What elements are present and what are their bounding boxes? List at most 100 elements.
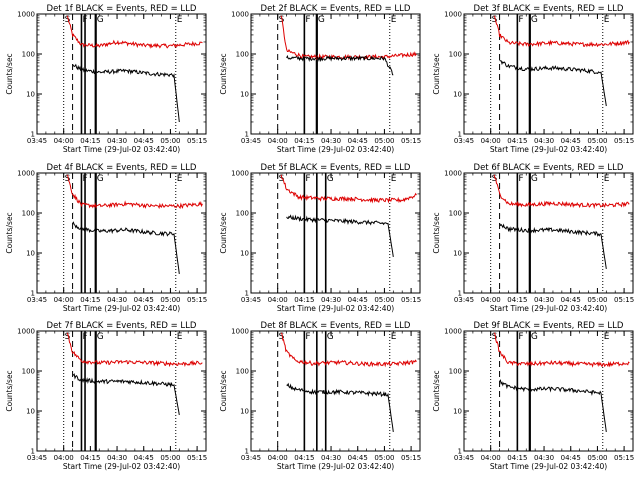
time-marker-label: G (327, 332, 334, 342)
time-marker-label: G (531, 174, 538, 184)
lld-rate-series (280, 332, 417, 368)
x-axis-label: Start Time (29-Jul-02 03:42:40) (63, 304, 180, 313)
y-tick-label: 10 (453, 91, 462, 99)
plot-frame (36, 13, 207, 135)
panel-title: Det 4f BLACK = Events, RED = LLD (47, 163, 197, 173)
y-tick-label: 1000 (17, 170, 35, 178)
x-tick-label: 03:45 (241, 137, 261, 145)
panel-title: Det 7f BLACK = Events, RED = LLD (47, 321, 197, 331)
y-axis-label: Counts/sec (432, 212, 441, 253)
x-tick-label: 05:00 (587, 454, 607, 462)
time-marker-label: S (492, 332, 498, 342)
x-tick-label: 04:45 (134, 137, 154, 145)
y-tick-label: 1 (31, 448, 35, 456)
time-marker-label: F (305, 332, 310, 342)
x-tick-label: 04:30 (534, 296, 554, 304)
plot-frame (463, 172, 634, 294)
x-tick-label: 04:45 (561, 296, 581, 304)
event-rate-series (499, 379, 607, 432)
time-marker-label: E (604, 332, 610, 342)
plot-frame (36, 172, 207, 294)
lld-rate-series (493, 332, 630, 368)
plot-frame (250, 172, 421, 294)
x-tick-label: 04:45 (561, 137, 581, 145)
x-tick-label: 05:15 (401, 137, 421, 145)
time-marker-label: S (65, 15, 71, 25)
time-marker-label: S (279, 332, 285, 342)
y-tick-label: 1 (458, 290, 462, 298)
x-tick-label: 03:45 (454, 137, 474, 145)
y-axis-label: Counts/sec (5, 53, 14, 94)
time-marker-label: S (492, 15, 498, 25)
plot-frame (250, 13, 421, 135)
y-tick-label: 1 (31, 290, 35, 298)
event-rate-series (286, 382, 394, 432)
lld-rate-series (66, 15, 203, 49)
detector-panel-6: Det 6f BLACK = Events, RED = LLD 1 10 100 10… (432, 163, 634, 313)
x-tick-label: 03:45 (27, 296, 47, 304)
y-tick-label: 10 (240, 91, 249, 99)
x-tick-label: 05:00 (374, 454, 394, 462)
x-tick-label: 04:00 (54, 454, 74, 462)
time-marker-label: E (391, 174, 397, 184)
detector-panel-3: Det 3f BLACK = Events, RED = LLD 1 10 100 10… (432, 4, 634, 154)
y-tick-label: 100 (236, 210, 249, 218)
x-tick-label: 04:00 (54, 137, 74, 145)
x-tick-label: 05:00 (587, 296, 607, 304)
x-tick-label: 04:00 (54, 296, 74, 304)
plot-frame (463, 330, 634, 452)
y-tick-label: 1000 (231, 11, 249, 19)
x-tick-label: 03:45 (454, 454, 474, 462)
time-marker-label: G (97, 332, 104, 342)
y-tick-label: 100 (22, 368, 35, 376)
y-tick-label: 1000 (444, 11, 462, 19)
time-marker-label: E (177, 332, 183, 342)
panel-title: Det 6f BLACK = Events, RED = LLD (474, 163, 624, 173)
y-tick-label: 100 (22, 210, 35, 218)
x-tick-label: 05:15 (401, 296, 421, 304)
detector-panel-4: Det 4f BLACK = Events, RED = LLD 1 10 100 10… (5, 163, 207, 313)
lld-rate-series (493, 15, 630, 48)
detector-panel-9: Det 9f BLACK = Events, RED = LLD 1 10 100 10… (432, 321, 634, 471)
x-tick-label: 04:30 (321, 296, 341, 304)
x-tick-label: 03:45 (27, 454, 47, 462)
x-tick-label: 03:45 (27, 137, 47, 145)
y-tick-label: 1000 (231, 328, 249, 336)
y-axis-label: Counts/sec (219, 53, 228, 94)
x-tick-label: 04:30 (107, 454, 127, 462)
detector-panel-2: Det 2f BLACK = Events, RED = LLD 1 10 100 10… (219, 4, 421, 154)
y-tick-label: 10 (240, 250, 249, 258)
panel-title: Det 2f BLACK = Events, RED = LLD (261, 4, 411, 14)
detector-panel-1: Det 1f BLACK = Events, RED = LLD 1 10 100 10… (5, 4, 207, 154)
x-tick-label: 04:30 (534, 454, 554, 462)
y-tick-label: 100 (449, 210, 462, 218)
event-rate-series (286, 214, 394, 257)
x-tick-label: 04:15 (294, 137, 314, 145)
y-tick-label: 100 (236, 51, 249, 59)
x-tick-label: 05:00 (160, 137, 180, 145)
y-axis-label: Counts/sec (432, 370, 441, 411)
time-marker-label: E (391, 332, 397, 342)
x-tick-label: 04:45 (134, 454, 154, 462)
x-tick-label: 05:00 (374, 137, 394, 145)
y-tick-label: 10 (453, 408, 462, 416)
plot-frame (250, 330, 421, 452)
x-axis-label: Start Time (29-Jul-02 03:42:40) (490, 145, 607, 154)
y-tick-label: 100 (22, 51, 35, 59)
panel-title: Det 8f BLACK = Events, RED = LLD (261, 321, 411, 331)
plot-frame (463, 13, 634, 135)
y-tick-label: 1 (245, 290, 249, 298)
y-axis-label: Counts/sec (5, 370, 14, 411)
time-marker-label: F (518, 332, 523, 342)
event-rate-series (499, 59, 607, 107)
x-tick-label: 05:15 (614, 454, 634, 462)
x-tick-label: 05:15 (187, 137, 207, 145)
x-tick-label: 05:15 (614, 296, 634, 304)
x-tick-label: 04:30 (534, 137, 554, 145)
y-tick-label: 1 (458, 131, 462, 139)
x-tick-label: 05:00 (374, 296, 394, 304)
x-tick-label: 05:00 (160, 296, 180, 304)
event-rate-series (286, 54, 394, 76)
